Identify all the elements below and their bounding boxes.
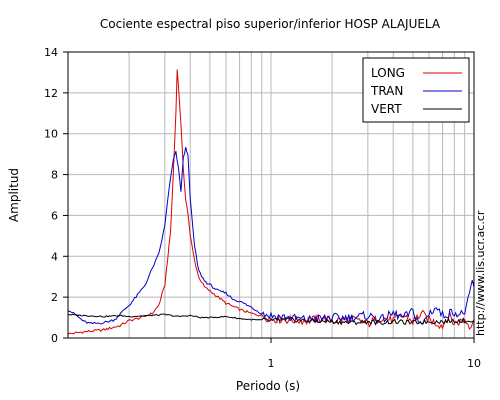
y-tick-label: 12 <box>44 87 58 100</box>
y-axis-label: Amplitud <box>7 168 21 222</box>
x-tick-label: 10 <box>467 357 481 370</box>
legend-label-long: LONG <box>371 66 405 80</box>
legend: LONG TRAN VERT <box>362 57 470 123</box>
legend-box <box>362 57 470 123</box>
y-tick-label: 2 <box>51 291 58 304</box>
legend-label-tran: TRAN <box>370 84 403 98</box>
series-lines <box>67 69 475 336</box>
y-tick-label: 10 <box>44 128 58 141</box>
y-tick-label: 14 <box>44 46 58 59</box>
credit-url: http://www.lis.ucr.ac.cr <box>474 210 487 336</box>
y-tick-label: 0 <box>51 332 58 345</box>
plot-frame <box>67 51 475 339</box>
axis-ticks: 0 2 4 6 8 10 12 14 1 10 <box>44 46 481 370</box>
series-line-vert <box>67 313 475 326</box>
y-tick-label: 6 <box>51 209 58 222</box>
legend-label-vert: VERT <box>371 102 402 116</box>
y-tick-label: 8 <box>51 169 58 182</box>
y-tick-label: 4 <box>51 250 58 263</box>
x-axis-label: Periodo (s) <box>236 379 300 393</box>
x-tick-label: 1 <box>268 357 275 370</box>
chart-title: Cociente espectral piso superior/inferio… <box>100 17 441 31</box>
series-line-tran <box>67 146 475 325</box>
